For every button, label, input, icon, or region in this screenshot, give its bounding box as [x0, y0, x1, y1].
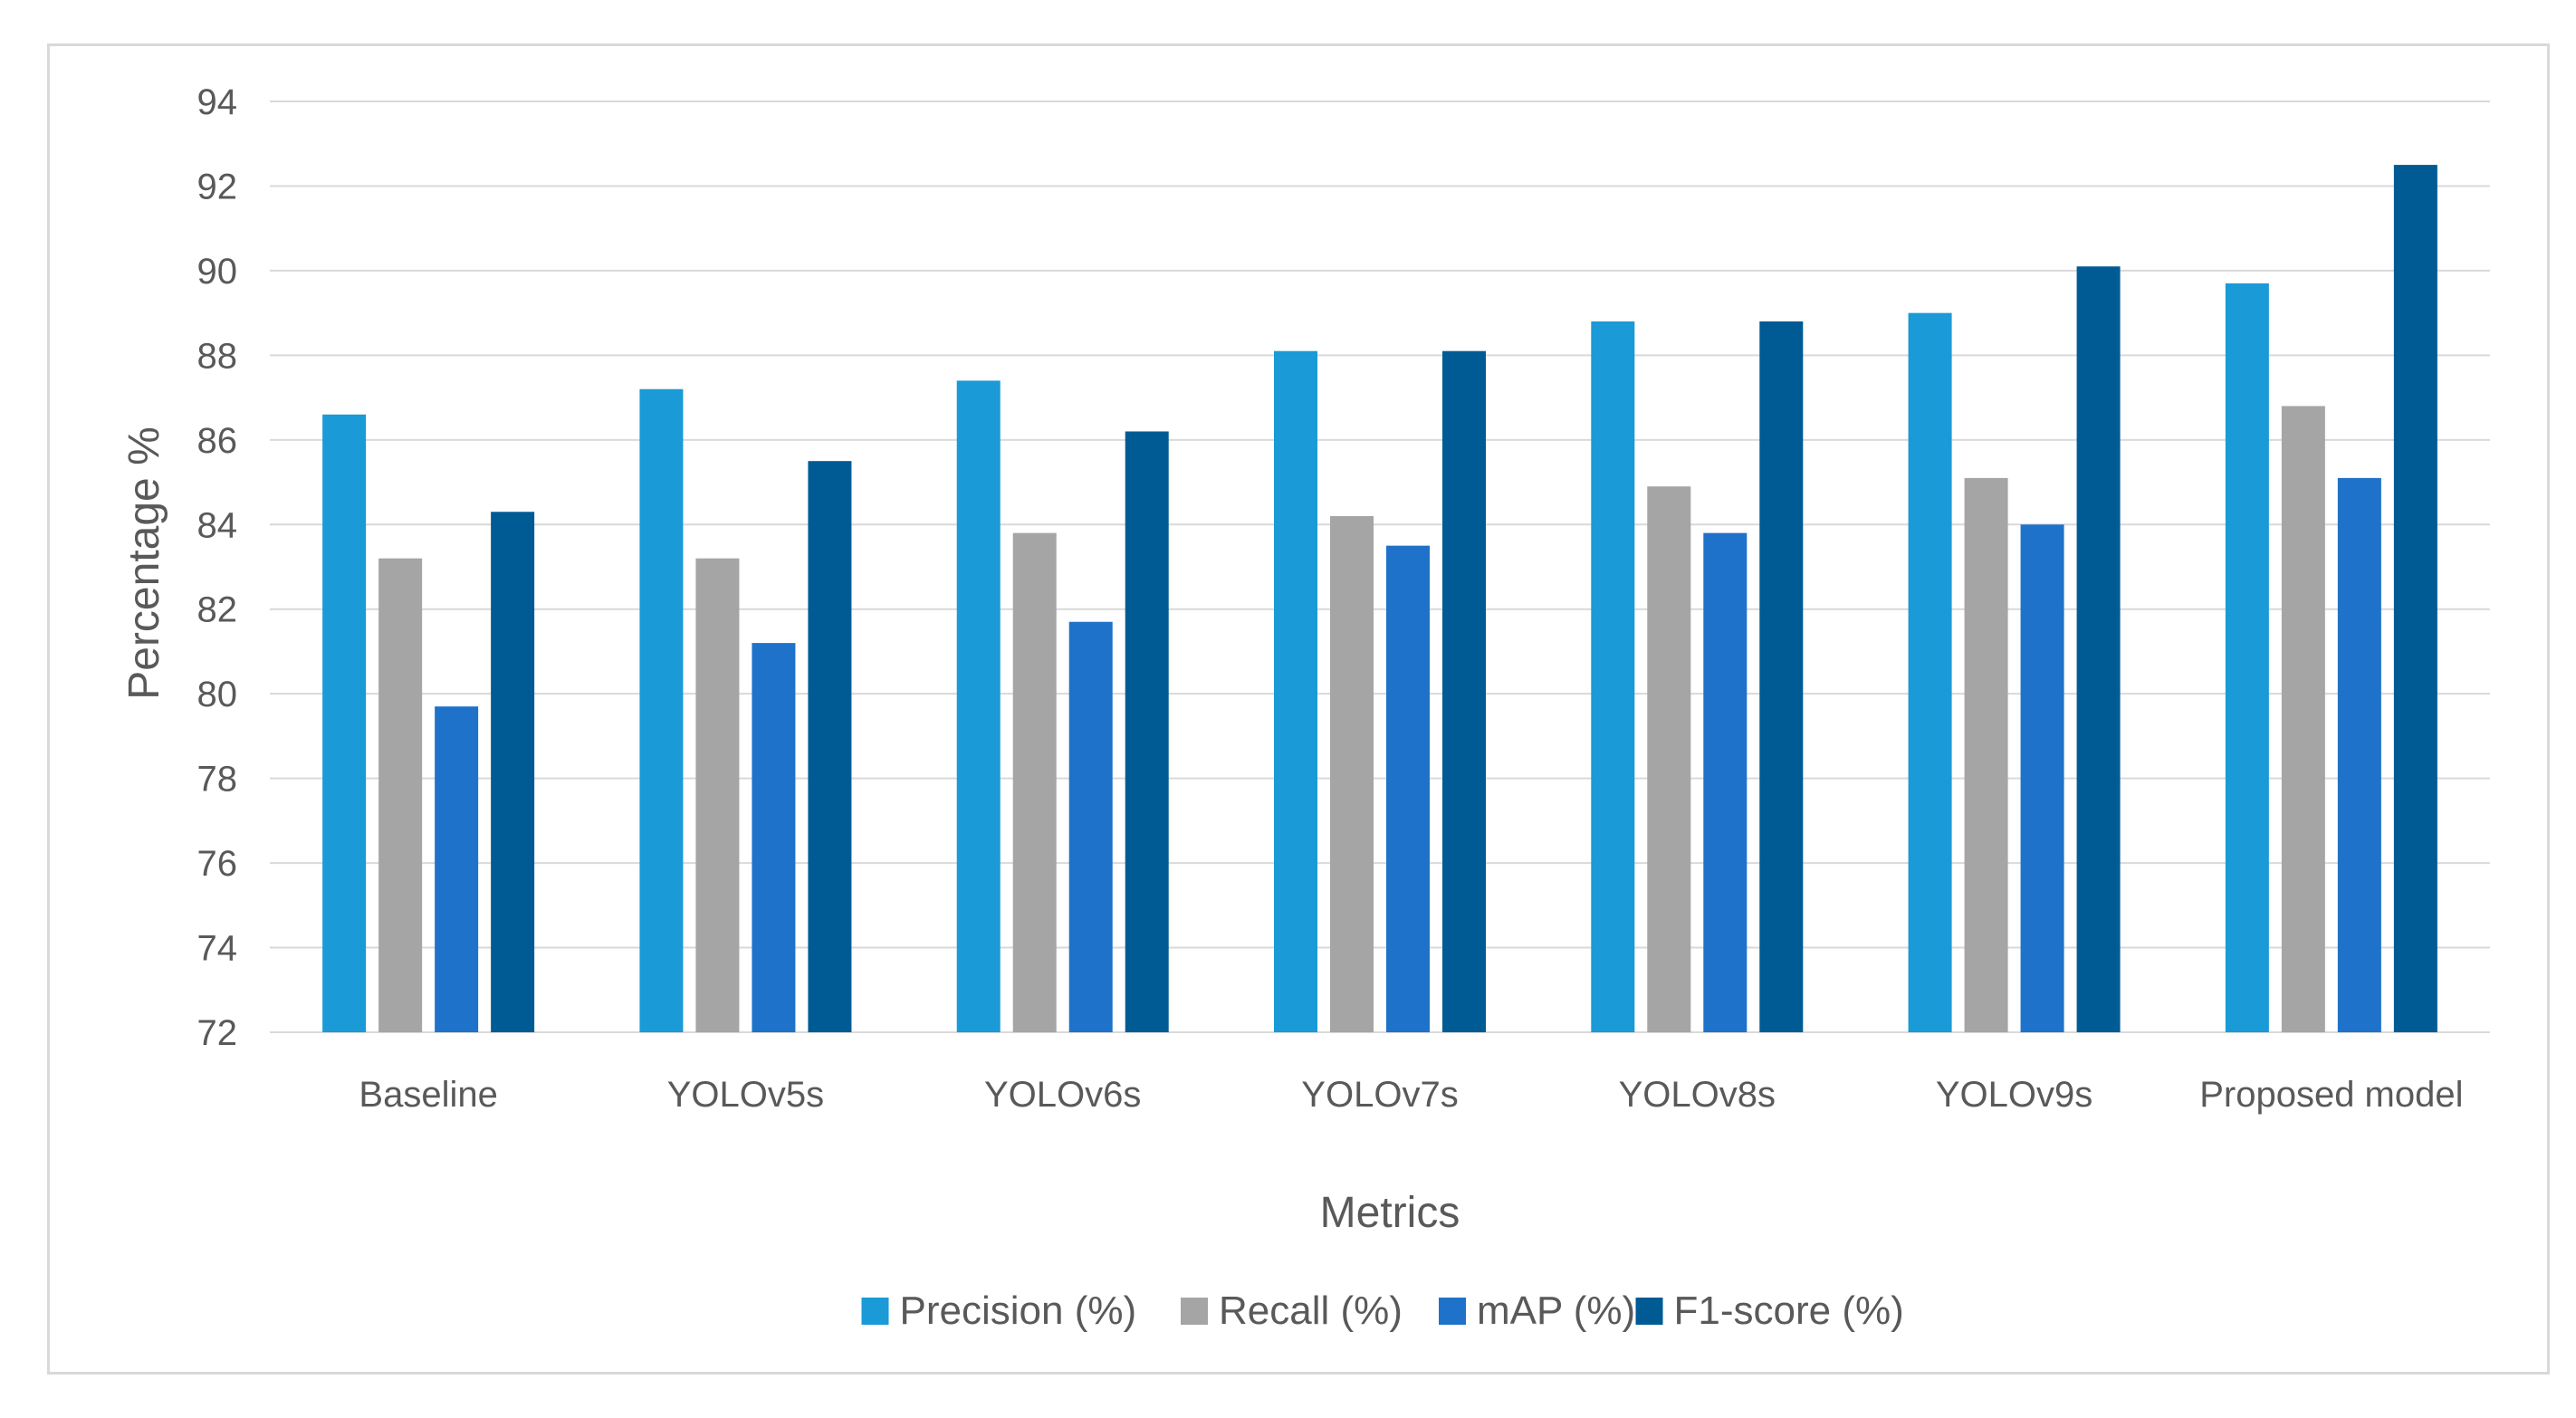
bar-recall: [1012, 532, 1057, 1032]
bar-map: [435, 706, 479, 1032]
bar-map: [1386, 545, 1430, 1032]
bar-precision: [322, 414, 367, 1032]
bar-recall: [2281, 406, 2325, 1032]
x-tick-label: YOLOv7s: [1301, 1075, 1458, 1115]
bar-recall: [1964, 477, 2008, 1032]
bar-recall: [695, 558, 740, 1032]
x-tick-label: YOLOv5s: [667, 1075, 824, 1115]
bar-precision: [2225, 283, 2269, 1033]
x-tick-label: YOLOv9s: [1936, 1075, 2092, 1115]
x-tick-label: Proposed model: [2199, 1075, 2463, 1115]
bar-f1-score: [1442, 350, 1486, 1032]
legend-swatch: [1635, 1298, 1663, 1325]
bar-map: [1068, 621, 1113, 1032]
x-tick-labels: Baseline YOLOv5s YOLOv6s YOLOv7s YOLOv8s YOLO…: [359, 1075, 2463, 1115]
y-tick-label: 82: [197, 590, 238, 630]
bar-map: [752, 643, 796, 1032]
y-tick-label: 74: [197, 929, 238, 969]
legend-label: F1-score (%): [1674, 1289, 1904, 1333]
x-tick-label: Baseline: [359, 1075, 497, 1115]
legend-swatch: [861, 1298, 889, 1325]
x-tick-label: YOLOv8s: [1619, 1075, 1776, 1115]
y-tick-label: 90: [197, 252, 238, 292]
bar-precision: [639, 388, 684, 1032]
bars: [322, 165, 2437, 1033]
bar-recall: [378, 558, 423, 1032]
legend-label: mAP (%): [1477, 1289, 1635, 1333]
bar-precision: [1274, 350, 1317, 1032]
bar-map: [2337, 477, 2381, 1032]
x-tick-label: YOLOv6s: [984, 1075, 1141, 1115]
y-tick-labels: 72 74 76 78 80 82 84 86 88 90 92 94: [197, 82, 238, 1053]
y-tick-label: 94: [197, 82, 238, 122]
bar-f1-score: [1759, 321, 1804, 1032]
y-tick-label: 88: [197, 336, 238, 376]
bar-precision: [1908, 312, 1952, 1032]
bar-recall: [1647, 486, 1691, 1032]
legend-swatch: [1181, 1298, 1208, 1325]
bar-precision: [1591, 321, 1635, 1032]
bar-recall: [1330, 515, 1374, 1032]
y-tick-label: 76: [197, 844, 238, 884]
y-tick-label: 72: [197, 1013, 238, 1053]
bar-f1-score: [2076, 266, 2121, 1033]
y-tick-label: 86: [197, 421, 238, 461]
legend-swatch: [1439, 1298, 1466, 1325]
legend-label: Recall (%): [1219, 1289, 1403, 1333]
legend: Precision (%) Recall (%) mAP (%) F1-score (…: [861, 1289, 1904, 1333]
bar-map: [2020, 524, 2064, 1032]
gridlines: [270, 101, 2490, 1033]
bar-f1-score: [2393, 165, 2437, 1032]
bar-f1-score: [808, 461, 852, 1032]
y-axis-title: Percentage %: [120, 426, 168, 700]
legend-label: Precision (%): [900, 1289, 1137, 1333]
bar-f1-score: [491, 512, 535, 1032]
y-tick-label: 78: [197, 760, 238, 800]
x-axis-title: Metrics: [1320, 1189, 1460, 1237]
y-tick-label: 92: [197, 167, 238, 206]
y-tick-label: 84: [197, 505, 238, 545]
bar-f1-score: [1125, 431, 1169, 1032]
y-tick-label: 80: [197, 675, 238, 714]
bar-map: [1703, 532, 1748, 1032]
bar-precision: [956, 380, 1001, 1032]
